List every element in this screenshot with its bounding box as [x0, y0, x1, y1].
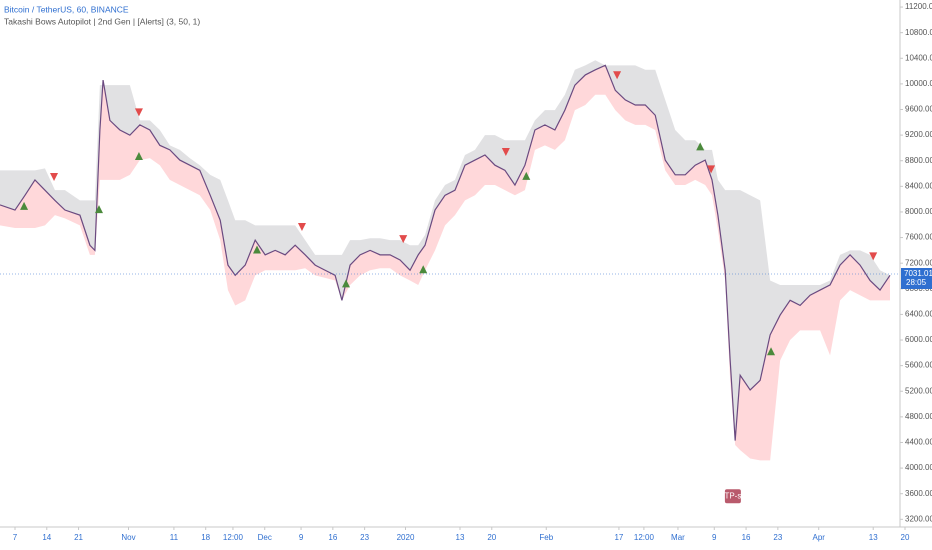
y-tick-label: 7600.00: [905, 233, 932, 242]
signal-marker: [20, 201, 29, 210]
signal-marker: [50, 173, 59, 182]
x-tick-label: 9: [299, 533, 304, 542]
signal-marker: [707, 165, 716, 174]
y-tick-label: 10800.00: [905, 28, 932, 37]
y-tick-label: 10400.00: [905, 53, 932, 62]
y-tick-label: 6400.00: [905, 310, 932, 319]
y-tick-label: 4800.00: [905, 412, 932, 421]
y-tick-label: 4400.00: [905, 438, 932, 447]
y-tick-label: 7200.00: [905, 258, 932, 267]
x-tick-label: 12:00: [634, 533, 655, 542]
x-tick-label: 12:00: [223, 533, 244, 542]
y-tick-label: 5200.00: [905, 386, 932, 395]
chart-title: Bitcoin / TetherUS, 60, BINANCE: [4, 4, 129, 14]
annotation-box: [724, 489, 741, 504]
signal-marker: [419, 265, 428, 274]
signal-marker: [399, 235, 408, 244]
x-tick-label: 18: [201, 533, 210, 542]
countdown-label: 28:05: [906, 278, 927, 287]
signal-marker: [342, 279, 351, 288]
y-tick-label: 8400.00: [905, 181, 932, 190]
y-tick-label: 10000.00: [905, 79, 932, 88]
x-tick-label: Nov: [121, 533, 135, 542]
y-tick-label: 4000.00: [905, 463, 932, 472]
signal-marker: [501, 148, 510, 157]
x-tick-label: 16: [328, 533, 337, 542]
x-tick-label: 21: [74, 533, 83, 542]
signal-marker: [696, 142, 705, 151]
signal-marker: [94, 205, 103, 214]
signal-marker: [297, 222, 306, 231]
y-tick-label: 11200.00: [905, 2, 932, 11]
x-tick-label: 11: [170, 533, 179, 542]
x-tick-label: Dec: [258, 533, 272, 542]
x-tick-label: 2020: [397, 533, 415, 542]
x-tick-label: 20: [901, 533, 910, 542]
upper-band-area: [0, 60, 891, 441]
chart-subtitle: Takashi Bows Autopilot | 2nd Gen | [Aler…: [4, 16, 200, 26]
y-tick-label: 5600.00: [905, 361, 932, 370]
annotation-label: TP-s: [724, 491, 741, 500]
x-tick-label: 23: [773, 533, 782, 542]
signal-marker: [134, 108, 143, 117]
x-tick-label: 16: [742, 533, 751, 542]
y-tick-label: 8800.00: [905, 156, 932, 165]
signal-marker: [613, 71, 622, 80]
x-tick-label: Apr: [812, 533, 825, 542]
y-tick-label: 9600.00: [905, 105, 932, 114]
x-tick-label: 9: [712, 533, 717, 542]
x-tick-label: Mar: [671, 533, 685, 542]
x-tick-label: 23: [360, 533, 369, 542]
signal-marker: [134, 151, 143, 160]
last-price-label: 7031.01: [904, 269, 932, 278]
y-tick-label: 6000.00: [905, 335, 932, 344]
price-line: [0, 64, 891, 441]
x-tick-label: 17: [614, 533, 623, 542]
signal-marker: [767, 347, 776, 356]
plot-area: TP-s: [0, 60, 900, 504]
x-tick-label: 20: [487, 533, 496, 542]
x-tick-label: 7: [13, 533, 18, 542]
signal-marker: [522, 171, 531, 180]
x-tick-label: 13: [456, 533, 465, 542]
signal-marker: [253, 245, 262, 254]
x-tick-label: 14: [42, 533, 51, 542]
y-tick-label: 3600.00: [905, 489, 932, 498]
last-price-box: [901, 268, 932, 290]
x-tick-label: 13: [869, 533, 878, 542]
y-tick-label: 9200.00: [905, 130, 932, 139]
signal-marker: [869, 252, 878, 261]
x-tick-label: Feb: [539, 533, 553, 542]
y-tick-label: 3200.00: [905, 514, 932, 523]
y-tick-label: 8000.00: [905, 207, 932, 216]
